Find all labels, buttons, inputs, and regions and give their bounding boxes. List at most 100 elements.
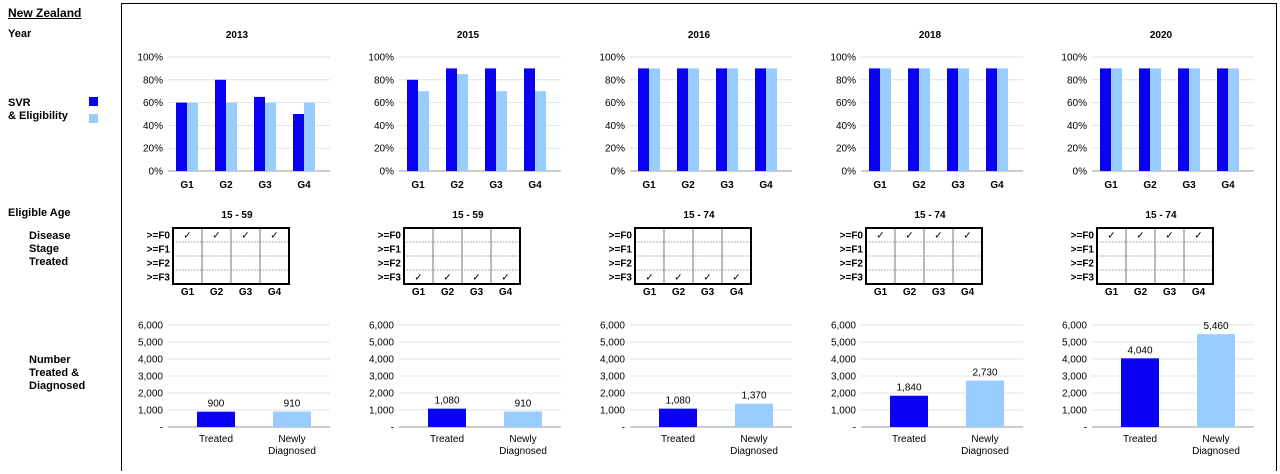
panel-2016-svr-tick-label: 60% [605,98,625,109]
panel-2013-stage-row-label: >=F0 [147,231,171,242]
panel-2015-svr-tick-label: 20% [374,144,394,155]
panel-2018-svr-tick-label: 40% [836,121,856,132]
panel-2020-svr-tick-label: 20% [1067,144,1087,155]
panel-2016-stage-check-g4: ✓ [732,273,740,284]
panel-2016-number-category-label: Treated [661,434,695,445]
panel-2015-number-category-label: Newly [509,434,536,445]
panel-2018-number-category-label: Treated [892,434,926,445]
panel-2013-svr-bar-g3-eligibility [265,102,276,171]
panel-2020-svr-tick-label: 60% [1067,98,1087,109]
panel-2018-stage-col-label: G4 [961,287,975,298]
panel-2018-number-tick-label: 5,000 [831,338,856,349]
panel-2016-svr-tick-label: 100% [599,53,625,64]
panel-2013-svr-tick-label: 60% [143,98,163,109]
panel-2013-svr-category-label: G2 [219,180,233,191]
panel-2018-stage-row-label: >=F0 [840,231,864,242]
panel-2016-number-tick-label: 3,000 [600,372,625,383]
panel-2016-svr-bar-g4-svr [755,68,766,171]
panel-2013-svr-category-label: G3 [258,180,272,191]
panel-2015-stage-col-label: G4 [499,287,513,298]
panel-2020-svr-tick-label: 40% [1067,121,1087,132]
panel-2018-stage-check-g4: ✓ [963,231,971,242]
panel-2020-stage-col-label: G3 [1163,287,1177,298]
panel-2016-age: 15 - 74 [683,210,715,221]
panel-2015-number-bar-treated [428,408,466,427]
panel-2018-number-tick-label: 4,000 [831,355,856,366]
panel-2016-svr-bar-g3-eligibility [727,68,738,171]
panel-2018-svr-bar-g2-eligibility [919,68,930,171]
panel-2020-stage-row-label: >=F2 [1071,259,1095,270]
panel-2013-stage-check-g4: ✓ [270,231,278,242]
panel-2016-year: 2016 [688,30,711,41]
panel-2015-stage-col-label: G2 [441,287,455,298]
panel-2015-stage-row-label: >=F3 [378,273,402,284]
panel-2015-number-tick-label: 2,000 [369,389,394,400]
panel-2020-number-category-label: Diagnosed [1192,446,1240,457]
panel-2016-svr-tick-label: 20% [605,144,625,155]
panel-2013-number-tick-label: 4,000 [138,355,163,366]
panel-2016-svr-tick-label: 0% [611,167,626,178]
panel-2015-stage-col-label: G3 [470,287,484,298]
panel-2016-stage-grid [634,227,752,285]
panel-2013-number-bar-treated [197,411,235,427]
panel-2013-svr-tick-label: 100% [137,53,163,64]
panel-2018-svr-category-label: G3 [951,180,965,191]
panel-2013-svr-bar-g4-eligibility [304,102,315,171]
panel-2018-svr-bar-g1-eligibility [880,68,891,171]
panel-2016-svr-bar-g1-svr [638,68,649,171]
panel-2016-stage-col-label: G2 [672,287,686,298]
panel-2020-number-tick-label: 4,000 [1062,355,1087,366]
panel-2018-number-bar-diagnosed [966,380,1004,427]
panel-2013-svr-category-label: G4 [297,180,311,191]
panel-2013-number-tick-label: 6,000 [138,321,163,332]
panel-2018-stage-col-label: G3 [932,287,946,298]
panel-2013-svr-category-label: G1 [180,180,194,191]
panel-2016-stage-row-label: >=F1 [609,245,633,256]
panel-2020-stage-check-g1: ✓ [1107,231,1115,242]
panel-2016-stage-row-label: >=F2 [609,259,633,270]
panel-2013-stage-col-label: G3 [239,287,253,298]
panel-2018-svr-tick-label: 20% [836,144,856,155]
panel-2015-stage-grid [403,227,521,285]
panel-2013-age: 15 - 59 [221,210,253,221]
panel-2018-number-tick-label: 3,000 [831,372,856,383]
panel-2020-svr-bar-g1-eligibility [1111,68,1122,171]
panel-2016-svr-category-label: G3 [720,180,734,191]
panel-2016-number-tick-label: 2,000 [600,389,625,400]
panel-2013-number-data-label: 900 [208,399,225,410]
panel-2015-svr-category-label: G1 [411,180,425,191]
panel-2013-svr-bar-g4-svr [293,114,304,171]
panel-2015-number-category-label: Treated [430,434,464,445]
panel-2015-stage-check-g3: ✓ [472,273,480,284]
panel-2015-stage-col-label: G1 [412,287,426,298]
panel-2020-stage-col-label: G4 [1192,287,1206,298]
panel-2013-stage-row-label: >=F2 [147,259,171,270]
panel-2015-svr-bar-g4-svr [524,68,535,171]
panel-2016-number-tick-label: 1,000 [600,406,625,417]
panel-2018-svr-bar-g2-svr [908,68,919,171]
panel-2018-svr-category-label: G2 [912,180,926,191]
panel-2020-svr-bar-g4-eligibility [1228,68,1239,171]
panel-2020-svr-bar-g4-svr [1217,68,1228,171]
panel-2020-stage-check-g2: ✓ [1136,231,1144,242]
panel-2020-number-tick-label: 5,000 [1062,338,1087,349]
panel-2020-number-tick-label: 6,000 [1062,321,1087,332]
panel-2016-number-tick-label: - [622,423,625,434]
panel-2015-stage-check-g2: ✓ [443,273,451,284]
panel-2018-number-data-label: 2,730 [972,368,997,379]
panel-2020-svr-tick-label: 0% [1073,167,1088,178]
panel-2013-svr-bar-g2-svr [215,79,226,171]
panel-2020-stage-grid [1096,227,1214,285]
panel-2018-stage-col-label: G2 [903,287,917,298]
panel-2016-svr-bar-g1-eligibility [649,68,660,171]
panel-2018-number-category-label: Diagnosed [961,446,1009,457]
panel-2020-stage-col-label: G2 [1134,287,1148,298]
panel-2018-svr-tick-label: 0% [842,167,857,178]
panel-2015-svr-bar-g4-eligibility [535,91,546,171]
panel-2018-stage-check-g1: ✓ [876,231,884,242]
panel-2015-number-tick-label: 3,000 [369,372,394,383]
panel-2018-svr-tick-label: 100% [830,53,856,64]
panel-2018-number-tick-label: 1,000 [831,406,856,417]
row-label-eligibility: & Eligibility [8,110,68,122]
